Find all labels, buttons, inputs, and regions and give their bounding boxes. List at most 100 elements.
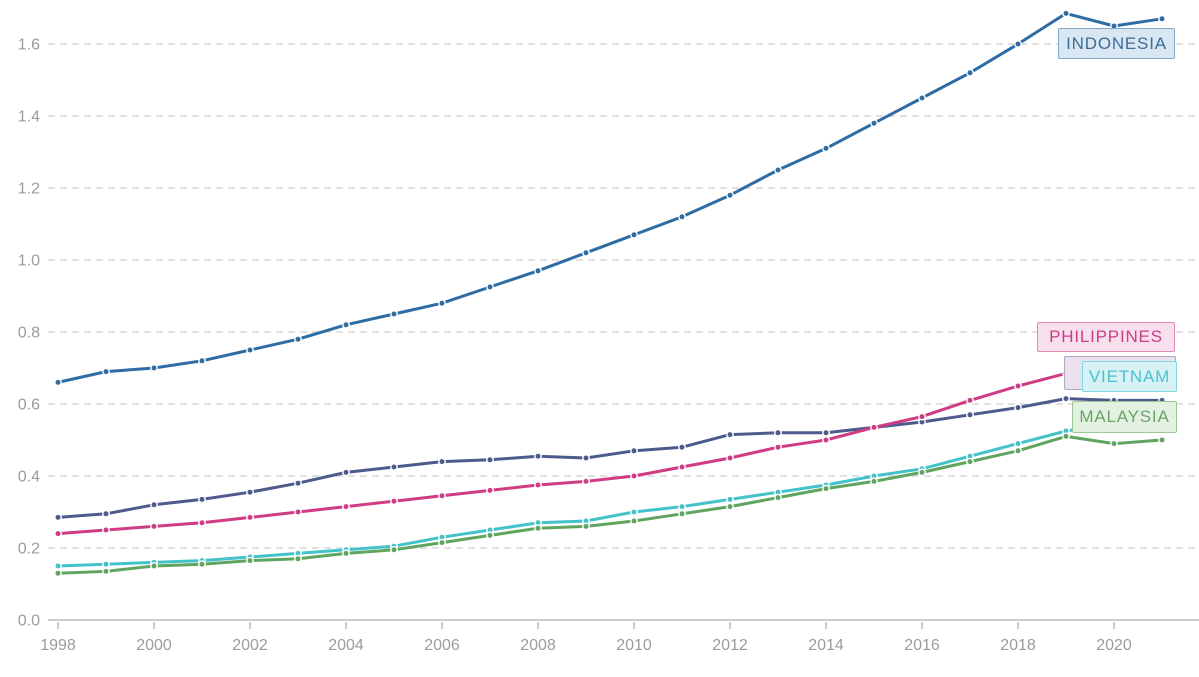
data-point-marker xyxy=(582,248,590,257)
data-point-marker xyxy=(102,526,110,534)
data-point-marker xyxy=(294,554,302,563)
data-point-marker xyxy=(918,468,926,477)
data-point-marker xyxy=(678,463,686,471)
data-point-marker xyxy=(486,486,494,495)
data-point-marker xyxy=(294,335,302,344)
y-axis-tick-label: 1.6 xyxy=(18,37,40,54)
series-label-malaysia: MALAYSIA xyxy=(1072,401,1177,433)
data-point-marker xyxy=(390,310,398,318)
data-point-marker xyxy=(198,356,206,365)
data-point-marker xyxy=(438,299,446,308)
data-point-marker xyxy=(630,508,638,516)
data-point-marker xyxy=(150,562,158,570)
data-point-marker xyxy=(966,396,974,405)
data-point-marker xyxy=(726,495,734,504)
data-point-marker xyxy=(534,524,542,533)
data-point-marker xyxy=(822,144,830,153)
data-point-marker xyxy=(630,230,638,239)
series-line-indonesia xyxy=(56,11,1164,384)
x-axis-tick-label: 2020 xyxy=(1096,637,1132,654)
series-label-text: PHILIPPINES xyxy=(1049,327,1163,346)
data-point-marker xyxy=(966,410,974,419)
data-point-marker xyxy=(822,436,830,444)
data-point-marker xyxy=(966,457,974,466)
series-line-malaysia xyxy=(56,434,1164,575)
data-point-marker xyxy=(1014,382,1022,390)
data-point-marker xyxy=(246,346,254,354)
series-label-text: MALAYSIA xyxy=(1079,407,1170,426)
data-point-marker xyxy=(678,212,686,221)
x-axis-tick-label: 2010 xyxy=(616,637,652,654)
x-axis-tick-label: 2014 xyxy=(808,637,844,654)
data-point-marker xyxy=(342,549,350,558)
data-point-marker xyxy=(822,484,830,493)
data-point-marker xyxy=(486,455,494,464)
data-point-marker xyxy=(1158,14,1166,23)
series-label-indonesia: INDONESIA xyxy=(1058,28,1175,59)
data-point-marker xyxy=(102,560,110,569)
data-point-marker xyxy=(198,560,206,569)
data-point-marker xyxy=(1014,446,1022,455)
data-point-marker xyxy=(54,569,62,578)
data-point-marker xyxy=(726,502,734,511)
data-point-marker xyxy=(1158,436,1166,444)
data-point-marker xyxy=(1062,432,1070,441)
data-point-marker xyxy=(150,522,158,531)
y-axis-tick-label: 1.4 xyxy=(18,109,40,126)
data-point-marker xyxy=(294,479,302,488)
x-axis-tick-label: 2002 xyxy=(232,637,268,654)
data-point-marker xyxy=(1014,439,1022,448)
y-axis-tick-label: 1.2 xyxy=(18,181,40,198)
data-point-marker xyxy=(1110,439,1118,448)
data-point-marker xyxy=(54,513,62,522)
data-point-marker xyxy=(294,508,302,516)
data-point-marker xyxy=(870,477,878,486)
data-point-marker xyxy=(870,423,878,432)
data-point-marker xyxy=(150,364,158,372)
data-point-marker xyxy=(54,562,62,570)
x-axis-tick-label: 2016 xyxy=(904,637,940,654)
series-label-text: INDONESIA xyxy=(1066,33,1167,53)
y-axis-tick-label: 0.0 xyxy=(18,613,40,630)
y-axis-tick-label: 0.4 xyxy=(18,469,40,486)
data-point-marker xyxy=(150,500,158,509)
data-point-marker xyxy=(582,477,590,486)
data-point-marker xyxy=(630,517,638,525)
data-point-marker xyxy=(918,94,926,102)
series-line-philippines xyxy=(56,362,1164,536)
data-point-marker xyxy=(774,166,782,174)
data-point-marker xyxy=(1014,40,1022,48)
data-point-marker xyxy=(726,430,734,439)
data-point-marker xyxy=(678,509,686,518)
data-point-marker xyxy=(438,538,446,547)
data-point-marker xyxy=(534,452,542,461)
data-point-marker xyxy=(774,493,782,502)
data-point-marker xyxy=(342,502,350,511)
data-point-marker xyxy=(1062,394,1070,403)
x-axis-tick-label: 2004 xyxy=(328,637,364,654)
data-point-marker xyxy=(246,513,254,522)
x-axis-tick-label: 2008 xyxy=(520,637,556,654)
data-point-marker xyxy=(102,367,110,376)
data-point-marker xyxy=(630,472,638,480)
series-label-philippines: PHILIPPINES xyxy=(1037,322,1175,352)
data-point-marker xyxy=(870,119,878,128)
data-point-marker xyxy=(534,266,542,275)
data-point-marker xyxy=(246,488,254,497)
data-point-marker xyxy=(246,556,254,565)
x-axis-tick-label: 2006 xyxy=(424,637,460,654)
data-point-marker xyxy=(678,502,686,511)
data-point-marker xyxy=(918,412,926,421)
data-point-marker xyxy=(54,378,62,387)
data-point-marker xyxy=(342,468,350,477)
data-point-marker xyxy=(582,522,590,531)
data-point-marker xyxy=(390,497,398,506)
data-point-marker xyxy=(438,457,446,466)
data-point-marker xyxy=(438,491,446,500)
x-axis-tick-label: 1998 xyxy=(40,637,76,654)
y-axis-tick-label: 0.6 xyxy=(18,397,40,414)
data-point-marker xyxy=(726,454,734,462)
data-point-marker xyxy=(198,518,206,527)
